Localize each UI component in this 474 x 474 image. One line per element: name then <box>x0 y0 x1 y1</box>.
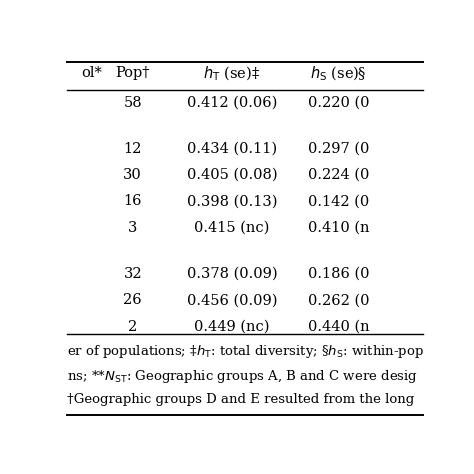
Text: 0.378 (0.09): 0.378 (0.09) <box>187 267 277 281</box>
Text: 3: 3 <box>128 221 137 235</box>
Text: 12: 12 <box>124 142 142 156</box>
Text: 0.410 (n: 0.410 (n <box>308 221 369 235</box>
Text: $h_\mathrm{S}$ (se)§: $h_\mathrm{S}$ (se)§ <box>310 64 366 82</box>
Text: 0.398 (0.13): 0.398 (0.13) <box>187 194 277 209</box>
Text: 0.415 (nc): 0.415 (nc) <box>194 221 270 235</box>
Text: 0.224 (0: 0.224 (0 <box>308 168 369 182</box>
Text: 0.412 (0.06): 0.412 (0.06) <box>187 95 277 109</box>
Text: 0.186 (0: 0.186 (0 <box>308 267 369 281</box>
Text: 0.142 (0: 0.142 (0 <box>308 194 369 209</box>
Text: 0.456 (0.09): 0.456 (0.09) <box>187 293 277 307</box>
Text: 0.220 (0: 0.220 (0 <box>308 95 369 109</box>
Text: 0.440 (n: 0.440 (n <box>308 319 369 334</box>
Text: 26: 26 <box>123 293 142 307</box>
Text: 0.262 (0: 0.262 (0 <box>308 293 369 307</box>
Text: 2: 2 <box>128 319 137 334</box>
Text: 58: 58 <box>123 95 142 109</box>
Text: 0.405 (0.08): 0.405 (0.08) <box>187 168 277 182</box>
Text: 32: 32 <box>123 267 142 281</box>
Text: ns; **$N_\mathrm{ST}$: Geographic groups A, B and C were desig: ns; **$N_\mathrm{ST}$: Geographic groups… <box>66 368 418 385</box>
Text: ol*: ol* <box>82 66 102 80</box>
Text: 0.449 (nc): 0.449 (nc) <box>194 319 270 334</box>
Text: 0.297 (0: 0.297 (0 <box>308 142 369 156</box>
Text: 0.434 (0.11): 0.434 (0.11) <box>187 142 277 156</box>
Text: Pop†: Pop† <box>116 66 150 80</box>
Text: †Geographic groups D and E resulted from the long: †Geographic groups D and E resulted from… <box>66 393 414 406</box>
Text: 16: 16 <box>123 194 142 209</box>
Text: $h_\mathrm{T}$ (se)‡: $h_\mathrm{T}$ (se)‡ <box>203 64 260 82</box>
Text: 30: 30 <box>123 168 142 182</box>
Text: er of populations; ‡$h_\mathrm{T}$: total diversity; §$h_\mathrm{S}$: within-pop: er of populations; ‡$h_\mathrm{T}$: tota… <box>66 343 424 360</box>
